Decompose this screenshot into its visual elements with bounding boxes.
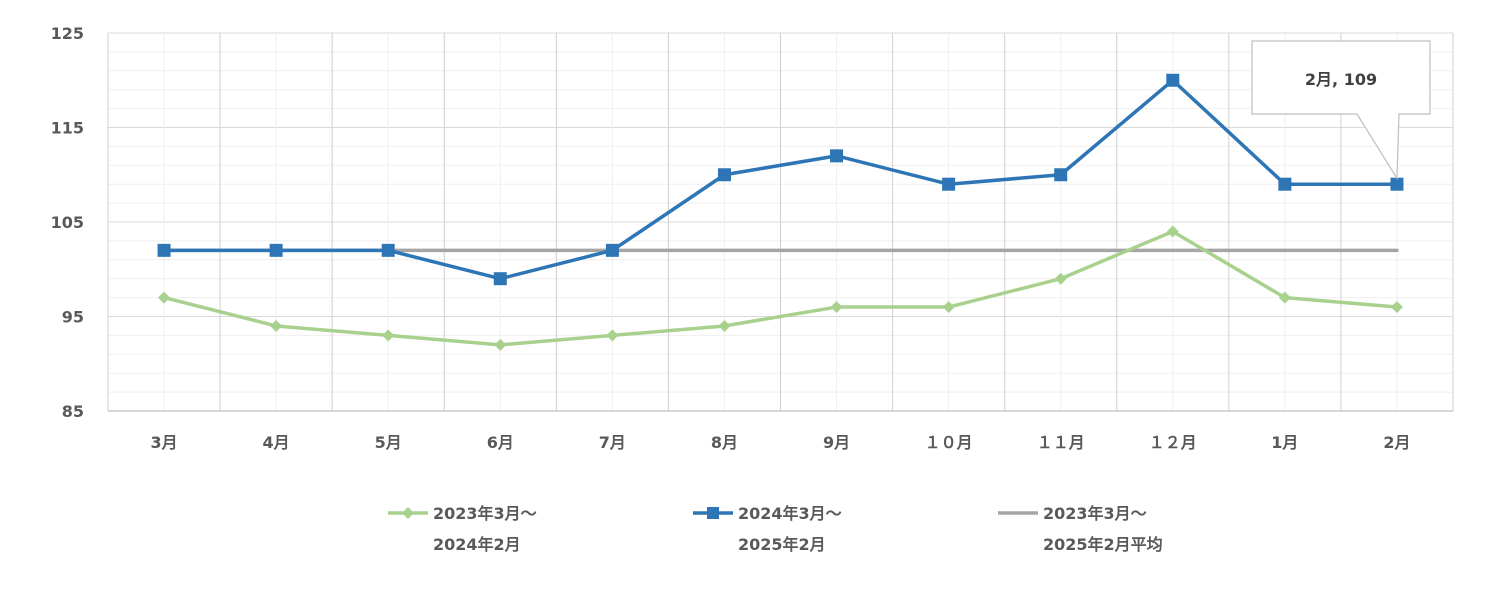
y-tick-label: 115 [51,119,84,138]
x-tick-label: １０月 [925,433,973,452]
data-point-marker [493,272,507,286]
callout-box [1251,40,1431,181]
legend-label: 2023年3月～ [433,504,537,523]
data-point-marker [942,177,956,191]
x-tick-label: １１月 [1037,433,1085,452]
series-1 [157,73,1404,286]
x-tick-label: 5月 [375,433,402,452]
data-point-marker [381,243,395,257]
legend-item-2: 2023年3月～ 2025年2月平均 [998,504,1163,554]
y-tick-label: 105 [51,213,84,232]
data-point-marker [830,149,844,163]
legend-item-1: 2024年3月～ 2025年2月 [693,504,842,554]
x-tick-label: 3月 [150,433,177,452]
data-point-marker [382,329,395,342]
grid [107,32,1454,412]
legend-label: 2024年3月～ [738,504,842,523]
callout-label: 2月, 109 [1305,70,1377,89]
data-point-marker [1054,272,1067,285]
legend-label: 2024年2月 [433,535,521,554]
x-tick-label: 9月 [823,433,850,452]
x-tick-label: １２月 [1149,433,1197,452]
data-point-marker [718,319,731,332]
axes: 125 115 105 95 85 3月 4月 5月 6月 7月 8月 9月 １０月 １１月 １２月 1月 2月 [51,24,1453,452]
legend-item-0: 2023年3月～ 2024年2月 [388,504,537,554]
x-tick-label: 6月 [487,433,514,452]
data-point-marker [158,291,171,304]
legend: 2023年3月～2024年2月2024年3月～2025年2月2023年3月～20… [388,504,1163,554]
data-point-marker [494,338,507,351]
series-area [157,73,1404,351]
x-tick-label: 1月 [1271,433,1298,452]
data-point-marker [269,243,283,257]
data-point-marker [1054,168,1068,182]
x-tick-label: 7月 [599,433,626,452]
data-point-marker [1278,177,1292,191]
data-point-marker [830,301,843,314]
data-point-marker [1390,301,1403,314]
data-point-marker [1390,177,1404,191]
data-point-marker [1278,291,1291,304]
y-tick-label: 125 [51,24,84,43]
y-tick-label: 95 [62,308,84,327]
x-tick-label: 8月 [711,433,738,452]
x-tick-label: 2月 [1383,433,1410,452]
data-point-marker [717,168,731,182]
data-point-marker [157,243,171,257]
data-point-marker [707,507,719,519]
series-line [162,78,1399,281]
series-0 [158,225,1403,351]
data-point-marker [606,329,619,342]
y-tick-label: 85 [62,402,84,421]
x-tick-label: 4月 [263,433,290,452]
data-point-marker [270,319,283,332]
legend-label: 2023年3月～ [1043,504,1147,523]
data-point-marker [1166,225,1179,238]
data-point-marker [1166,73,1180,87]
data-point-marker [402,507,414,519]
callout: 2月, 109 [1251,40,1431,181]
legend-label: 2025年2月平均 [1043,535,1163,554]
data-point-marker [942,301,955,314]
data-point-marker [605,243,619,257]
legend-label: 2025年2月 [738,535,826,554]
series-line [162,229,1399,347]
